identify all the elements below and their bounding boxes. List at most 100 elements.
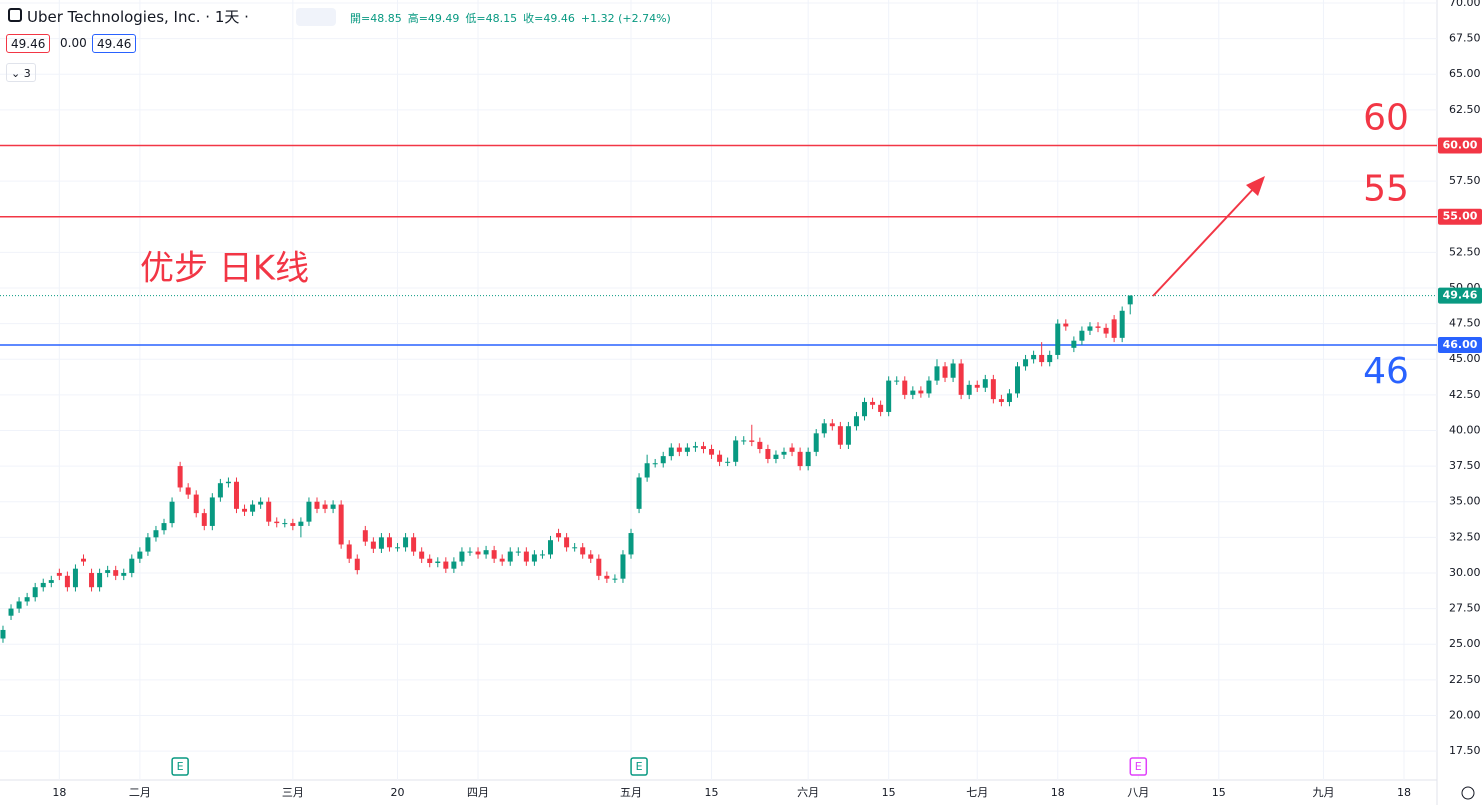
candle-body — [572, 547, 578, 549]
candle-body — [137, 551, 143, 559]
candle-body — [97, 572, 103, 588]
candle-body — [829, 423, 835, 427]
price-tag — [1438, 208, 1482, 225]
candle-body — [507, 551, 513, 562]
candle-body — [1111, 319, 1117, 338]
ohlc-item: 低=48.15 — [465, 12, 518, 25]
candle-body — [242, 508, 248, 512]
candle-body — [290, 523, 296, 526]
x-tick-label: 18 — [1051, 786, 1065, 799]
level-note: 46 — [1363, 351, 1409, 392]
y-tick-label: 62.50 — [1449, 103, 1481, 116]
candle-body — [556, 533, 562, 538]
candle-body — [789, 447, 795, 452]
price-tag-label: 60.00 — [1443, 138, 1478, 151]
price-tag — [1438, 287, 1482, 304]
candle-body — [1071, 340, 1077, 348]
candle-body — [81, 558, 86, 562]
candle-body — [717, 454, 723, 462]
settings-button[interactable] — [1461, 786, 1475, 800]
price-tag-label: 55.00 — [1443, 210, 1478, 223]
candle-body — [435, 561, 441, 563]
price-tag-label: 46.00 — [1443, 338, 1478, 351]
candle-body — [346, 544, 352, 559]
candle-body — [709, 448, 715, 455]
x-tick-label: 四月 — [467, 786, 489, 799]
candle-body — [1103, 327, 1109, 334]
earnings-marker-label: E — [1135, 760, 1142, 773]
candle-body — [153, 530, 159, 538]
candle-body — [725, 461, 731, 463]
x-tick-label: 15 — [1212, 786, 1226, 799]
candle-body — [177, 466, 183, 488]
y-tick-label: 35.00 — [1449, 495, 1481, 508]
candle-body — [362, 530, 368, 542]
candle-body — [121, 572, 127, 576]
candle-body — [64, 575, 70, 588]
symbol-title[interactable]: Uber Technologies, Inc. · 1天 · — [27, 8, 249, 26]
candle-body — [266, 501, 272, 522]
candle-body — [548, 540, 553, 555]
candle-body — [403, 537, 409, 548]
price-tag — [1438, 137, 1482, 154]
candle-body — [1023, 359, 1029, 367]
candle-body — [129, 558, 135, 573]
collapse-count: 3 — [23, 67, 31, 80]
candle-body — [781, 451, 787, 455]
candle-body — [1031, 354, 1037, 360]
y-tick-label: 27.50 — [1449, 602, 1481, 615]
candle-body — [652, 463, 658, 465]
candle-body — [0, 629, 6, 639]
level-note: 60 — [1363, 97, 1409, 138]
candle-body — [427, 558, 433, 563]
candle-body — [1039, 354, 1045, 363]
candle-body — [1119, 310, 1125, 338]
candle-body — [233, 481, 239, 509]
x-tick-label: 15 — [882, 786, 896, 799]
candle-body — [451, 561, 457, 569]
collapse-button[interactable]: ⌄ 3 — [6, 63, 36, 82]
symbol-name: Uber Technologies, Inc. — [27, 8, 201, 26]
ohlc-item: 開=48.85 — [350, 12, 402, 25]
candle-body — [998, 399, 1004, 402]
candle-body — [926, 380, 932, 394]
candle-body — [1006, 393, 1012, 402]
candle-body — [797, 451, 803, 467]
candle-body — [773, 454, 779, 459]
x-tick-label: 六月 — [797, 786, 819, 799]
candle-body — [16, 601, 22, 609]
target-arrow — [1152, 185, 1257, 297]
ohlc-legend: 開=48.85 高=49.49 低=48.15 收=49.46 +1.32 (+2.74… — [350, 10, 677, 26]
ohlc-item: +1.32 (+2.74%) — [580, 12, 671, 25]
candle-body — [1055, 323, 1061, 355]
price-tag — [1438, 336, 1482, 353]
x-tick-label: 八月 — [1127, 786, 1149, 799]
arrow-head — [1246, 176, 1265, 196]
toggle-buttons[interactable] — [296, 8, 336, 26]
candle-body — [40, 582, 46, 588]
candle-body — [306, 501, 312, 522]
candle-body — [668, 447, 674, 457]
ohlc-item: 收=49.46 — [523, 12, 575, 25]
candle-body — [974, 384, 980, 388]
candle-body — [8, 608, 14, 616]
candle-body — [1015, 366, 1020, 394]
candle-body — [314, 501, 320, 509]
candle-body — [684, 447, 690, 452]
candle-body — [32, 587, 38, 598]
x-tick-label: 18 — [52, 786, 66, 799]
x-tick-label: 三月 — [282, 786, 304, 799]
candle-body — [258, 501, 264, 505]
y-tick-label: 52.50 — [1449, 245, 1481, 258]
y-tick-label: 65.00 — [1449, 67, 1481, 80]
candle-body — [475, 551, 481, 555]
candle-body — [950, 363, 956, 378]
candle-body — [483, 550, 489, 555]
candle-body — [330, 504, 336, 509]
y-tick-label: 30.00 — [1449, 566, 1481, 579]
earnings-marker — [1129, 757, 1148, 776]
candle-body — [419, 551, 425, 559]
candle-body — [990, 379, 996, 400]
candle-body — [757, 441, 763, 449]
